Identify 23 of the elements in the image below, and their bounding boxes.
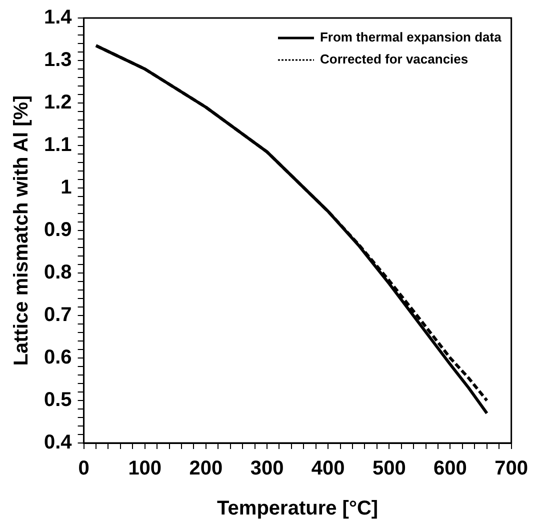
- y-tick-label: 0.7: [44, 304, 72, 326]
- x-tick-label: 600: [434, 458, 467, 480]
- x-tick-label: 700: [494, 458, 528, 480]
- y-axis-title: Lattice mismatch with Al [%]: [10, 95, 33, 366]
- x-axis-title: Temperature [°C]: [217, 498, 378, 520]
- y-tick-label: 1.2: [44, 92, 72, 114]
- y-tick-label: 0.4: [44, 432, 73, 454]
- y-tick-label: 1.4: [44, 6, 73, 29]
- legend-label: From thermal expansion data: [320, 30, 502, 45]
- x-tick-label: 500: [372, 458, 406, 480]
- y-tick-label: 1: [60, 176, 72, 199]
- x-tick-label: 0: [78, 458, 90, 480]
- y-tick-label: 1.1: [44, 134, 72, 156]
- x-tick-label: 100: [128, 458, 162, 480]
- y-tick-label: 0.5: [44, 389, 72, 412]
- legend-label: Corrected for vacancies: [320, 52, 468, 67]
- x-tick-label: 400: [311, 458, 345, 480]
- y-tick-label: 0.8: [44, 262, 72, 284]
- y-tick-label: 0.9: [44, 219, 72, 242]
- y-tick-label: 1.3: [44, 49, 72, 72]
- x-tick-label: 300: [250, 458, 284, 480]
- y-tick-label: 0.6: [44, 346, 72, 369]
- x-tick-label: 200: [189, 458, 223, 480]
